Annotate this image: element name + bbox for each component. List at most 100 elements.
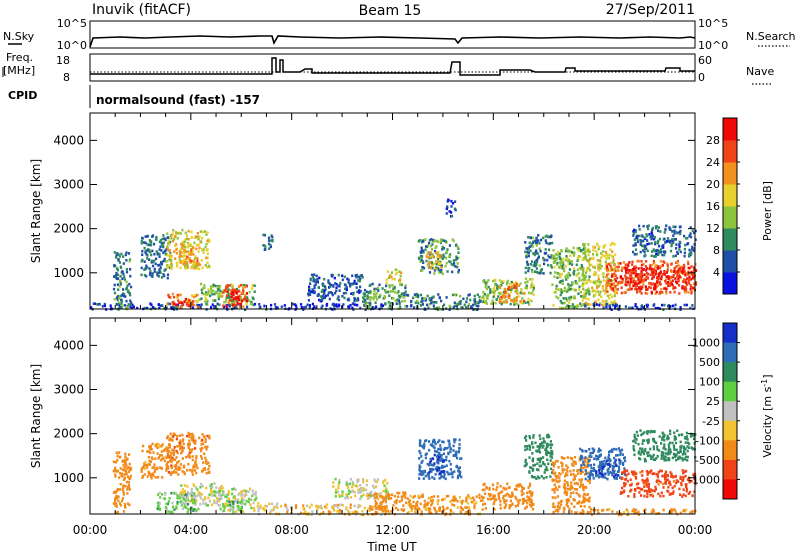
data-cell [238,492,241,495]
data-cell [579,511,582,515]
data-cell [543,262,546,266]
data-cell [435,455,439,458]
data-cell [227,301,230,305]
data-cell [217,491,220,494]
data-cell [443,473,446,476]
data-cell [237,295,240,299]
data-cell [114,511,118,515]
data-cell [581,265,584,269]
data-cell [376,511,379,514]
data-cell [455,304,458,308]
data-cell [395,302,398,305]
data-cell [162,259,165,263]
data-cell [446,248,449,251]
data-cell [124,455,127,458]
data-cell [187,303,190,307]
data-cell [613,294,616,298]
data-cell [171,510,174,514]
data-cell [327,291,330,294]
data-cell [608,284,611,287]
data-cell [578,285,581,289]
data-cell [239,501,242,504]
data-cell [459,299,462,303]
data-cell [654,292,657,295]
data-cell [431,262,434,266]
data-cell [576,488,579,491]
data-cell [125,464,128,468]
data-cell [353,282,356,285]
data-cell [387,509,390,513]
data-cell [180,484,183,487]
data-cell [438,507,441,510]
data-cell [381,304,385,307]
data-cell [552,462,555,466]
data-cell [384,507,387,510]
data-cell [249,503,252,506]
colorbar-swatch [723,250,737,273]
data-cell [155,235,158,239]
data-cell [526,280,529,283]
data-cell [563,485,566,489]
data-cell [233,299,237,303]
data-cell [493,496,496,500]
data-cell [519,484,522,487]
data-cell [226,290,229,293]
data-cell [124,460,127,464]
data-cell [204,245,207,249]
data-cell [457,251,460,254]
data-cell [321,289,324,292]
data-cell [345,291,348,295]
data-cell [170,306,173,309]
data-cell [159,466,162,469]
data-cell [425,255,428,258]
data-cell [400,271,403,275]
data-cell [524,281,527,284]
data-cell [673,269,676,273]
data-cell [257,509,260,512]
data-cell [205,233,208,236]
data-cell [158,445,161,449]
data-cell [569,456,572,460]
data-cell [140,259,143,263]
data-cell [566,276,570,279]
data-cell [141,449,144,453]
data-cell [515,287,518,291]
data-cell [571,287,574,291]
data-cell [194,255,197,258]
data-cell [465,496,468,500]
data-cell [579,291,582,294]
data-cell [429,499,433,502]
data-cell [521,297,524,300]
data-cell [345,288,348,291]
data-cell [451,503,454,506]
data-cell [359,504,362,508]
data-cell [669,228,672,231]
data-cell [380,496,384,499]
data-cell [433,462,436,465]
data-cell [678,292,681,295]
data-cell [198,304,201,307]
data-cell [649,273,652,277]
data-cell [599,267,602,270]
data-cell [569,254,572,257]
data-cell [419,502,422,506]
data-cell [115,271,118,275]
data-cell [168,264,172,267]
data-cell [553,488,556,491]
data-cell [585,249,589,252]
data-cell [398,294,401,298]
data-cell [507,486,511,489]
data-cell [431,266,434,270]
data-cell [544,468,547,472]
data-cell [601,303,604,307]
data-cell [201,248,204,251]
data-cell [205,459,208,462]
data-cell [316,505,319,508]
data-cell [353,511,356,514]
data-cell [448,445,451,448]
data-cell [205,291,208,294]
data-cell [190,487,193,491]
data-cell [187,453,190,457]
data-cell [650,263,654,267]
data-cell [160,261,163,264]
